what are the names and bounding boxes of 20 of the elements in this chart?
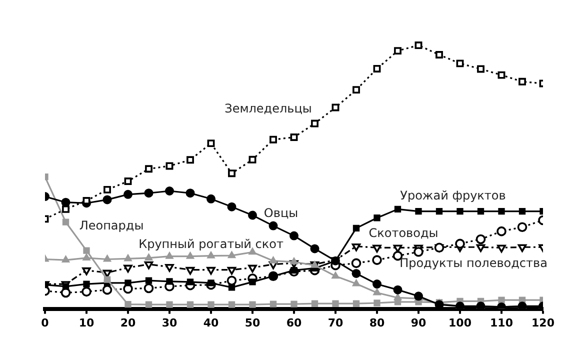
- series-label: Овцы: [264, 206, 298, 220]
- x-tick-label: 70: [328, 316, 344, 330]
- series-label: Земледельцы: [224, 102, 312, 116]
- x-tick-label: 30: [162, 316, 178, 330]
- series-label: Продукты полеводства: [400, 256, 548, 270]
- series-label: Урожай фруктов: [400, 188, 506, 202]
- x-tick-label: 10: [78, 316, 94, 330]
- x-tick-label: 50: [244, 316, 260, 330]
- x-tick-label: 90: [410, 316, 426, 330]
- series-label: Леопарды: [79, 218, 144, 233]
- series-label: Скотоводы: [368, 226, 438, 240]
- x-tick-label: 100: [448, 316, 472, 330]
- x-tick-label: 40: [203, 316, 219, 330]
- x-tick-label: 110: [490, 316, 514, 330]
- series-label: Крупный рогатый скот: [138, 236, 284, 251]
- x-tick-label: 120: [532, 316, 555, 330]
- x-tick-label: 80: [369, 316, 385, 330]
- x-tick-label: 20: [120, 316, 136, 330]
- x-tick-label: 0: [41, 316, 50, 330]
- x-tick-label: 60: [286, 316, 302, 330]
